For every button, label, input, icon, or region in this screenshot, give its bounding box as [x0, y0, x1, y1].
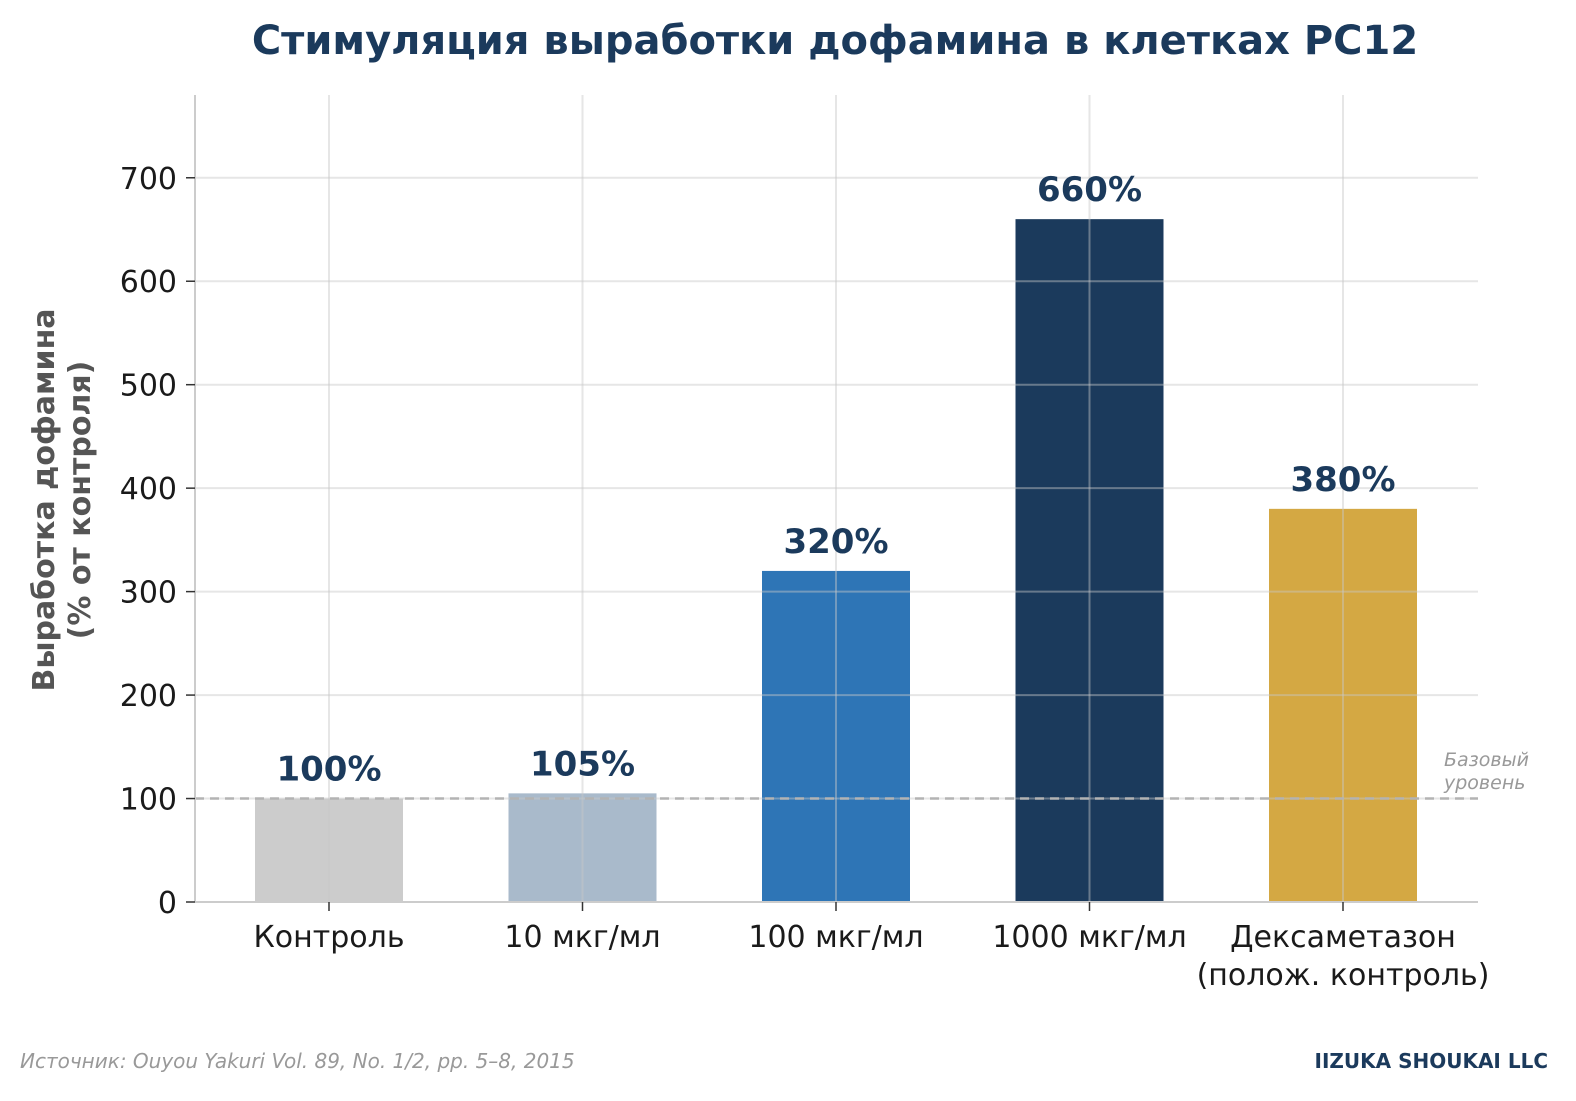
x-tick-label-5-line-1: Дексаметазон: [1230, 920, 1456, 955]
x-tick-label-3: 100 мкг/мл: [748, 920, 923, 955]
bar-4: [1015, 219, 1164, 903]
y-tick-label-7: 700: [120, 162, 177, 197]
baseline-label-line-2: уровень: [1443, 772, 1525, 794]
value-label-5: 380%: [1290, 460, 1395, 500]
chart-title: Стимуляция выработки дофамина в клетках …: [252, 18, 1418, 64]
bar-2: [508, 793, 657, 902]
x-tick-label-1: Контроль: [254, 920, 405, 955]
y-axis-label-line-1: Выработка дофамина: [27, 308, 62, 691]
brand-label: IIZUKA SHOUKAI LLC: [1315, 1049, 1549, 1073]
y-tick-label-3: 300: [120, 576, 177, 611]
y-tick-label-4: 400: [120, 472, 177, 507]
bar-3: [762, 570, 910, 902]
value-label-1: 100%: [276, 750, 381, 790]
y-axis-label: Выработка дофамина (% от контроля): [27, 308, 98, 691]
x-tick-label-4: 1000 мкг/мл: [992, 920, 1186, 955]
y-tick-label-6: 600: [120, 265, 177, 300]
baseline-label-line-1: Базовый: [1444, 749, 1529, 771]
y-tick-label-0: 0: [158, 886, 177, 921]
value-label-2: 105%: [530, 744, 635, 784]
y-tick-label-1: 100: [120, 783, 177, 818]
bar-1: [255, 798, 403, 902]
source-note: Источник: Ouyou Yakuri Vol. 89, No. 1/2,…: [20, 1049, 575, 1073]
value-label-4: 660%: [1037, 170, 1142, 210]
x-tick-label-5-line-2: (полож. контроль): [1197, 958, 1490, 993]
y-axis-label-line-2: (% от контроля): [63, 361, 98, 640]
value-label-3: 320%: [783, 522, 888, 562]
bar-5: [1269, 508, 1417, 902]
y-tick-label-2: 200: [120, 679, 177, 714]
y-tick-label-5: 500: [120, 369, 177, 404]
x-tick-label-2: 10 мкг/мл: [504, 920, 660, 955]
